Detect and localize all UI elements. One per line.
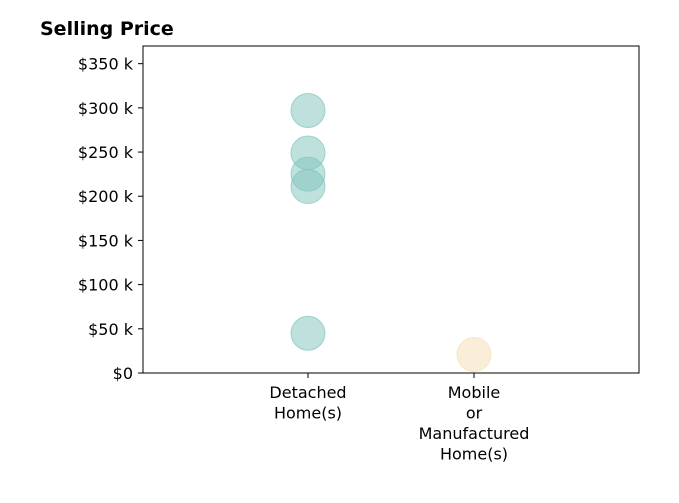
plot-area: $0 $50 k $100 k $150 k $200 k $250 k $300 k $35… <box>78 45 640 464</box>
y-tick-label: $0 <box>113 364 133 383</box>
y-tick-label: $150 k <box>78 231 134 250</box>
x-tick-label: Mobile or Manufactured Home(s) <box>419 383 530 464</box>
y-tick-label: $100 k <box>78 276 134 295</box>
y-tick-label: $200 k <box>78 187 134 206</box>
y-tick-label: $350 k <box>78 55 134 74</box>
data-point <box>456 336 492 372</box>
y-tick-label: $250 k <box>78 143 134 162</box>
data-point <box>290 93 326 129</box>
x-tick-label-line: Manufactured <box>419 424 530 443</box>
plot-frame <box>142 45 640 374</box>
chart-title: Selling Price <box>40 18 174 40</box>
y-tick-label: $300 k <box>78 99 134 118</box>
x-tick-label-line: Mobile <box>448 383 500 402</box>
x-tick-label-line: or <box>466 404 483 423</box>
x-tick-label-line: Home(s) <box>440 445 508 464</box>
x-tick-label-line: Detached <box>269 383 346 402</box>
data-point <box>290 315 326 351</box>
x-tick-label: Detached Home(s) <box>269 383 346 423</box>
x-tick-label-line: Home(s) <box>274 404 342 423</box>
data-point <box>290 169 326 205</box>
y-tick-label: $50 k <box>88 320 134 339</box>
